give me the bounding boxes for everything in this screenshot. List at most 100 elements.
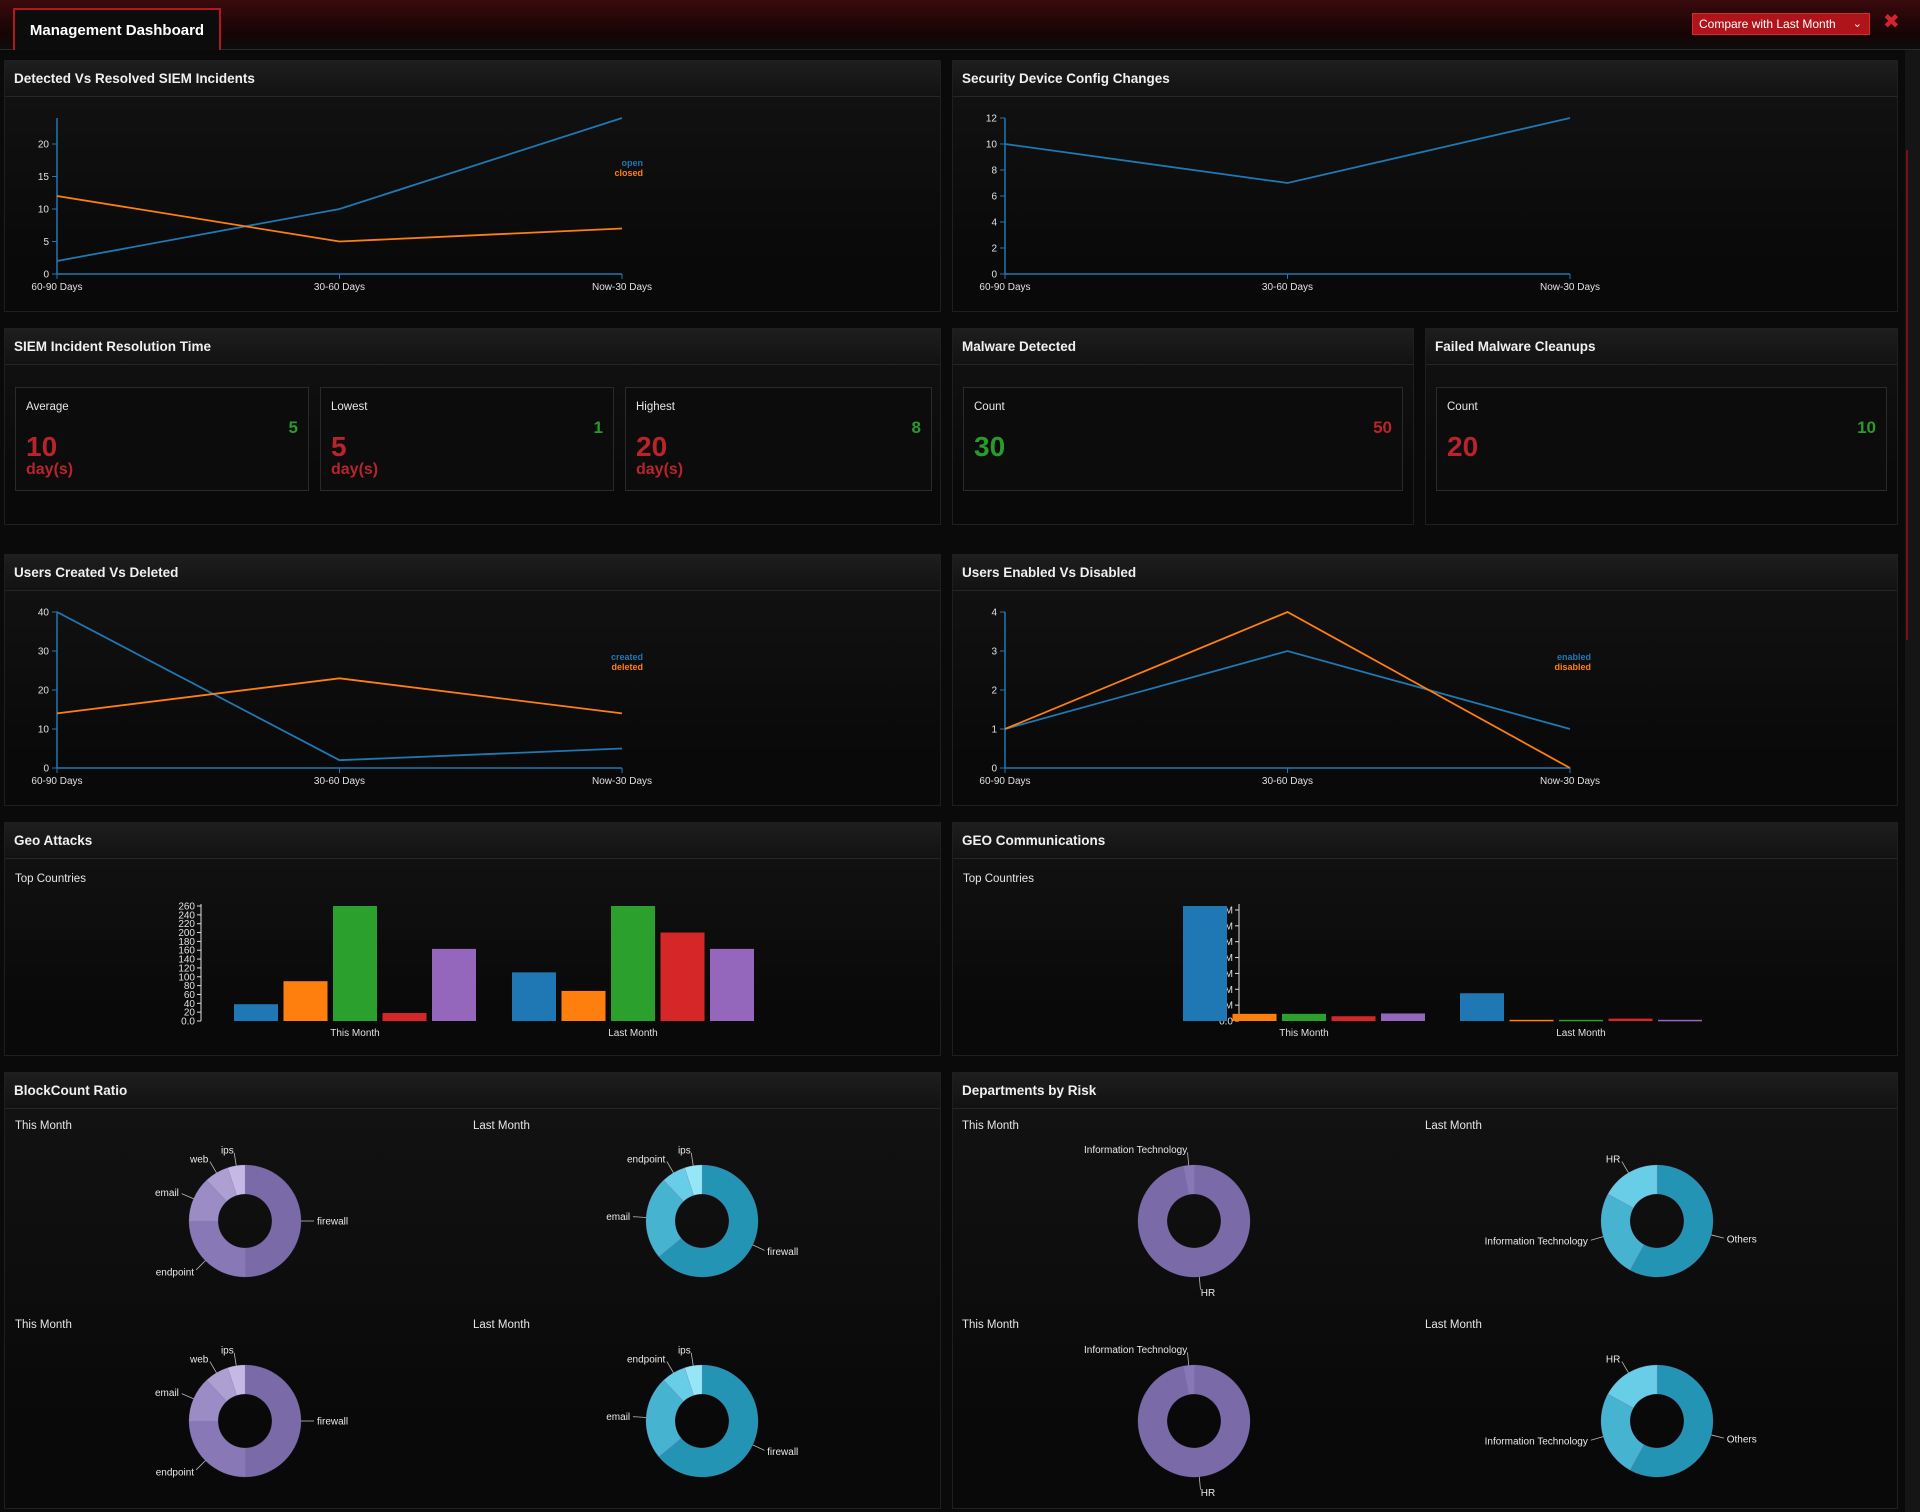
bar xyxy=(382,1013,427,1021)
label-leader xyxy=(1711,1234,1724,1239)
stat-unit: day(s) xyxy=(636,461,684,478)
slice-label: firewall xyxy=(767,1247,798,1258)
chart-detected-vs-resolved: 0 5 10 15 20 60-90 Days 30-60 Days Now-30 Days o… xyxy=(31,117,652,293)
bar xyxy=(1460,993,1504,1021)
label-leader xyxy=(1198,1476,1201,1490)
panel-title: BlockCount Ratio xyxy=(5,1073,940,1109)
slice-label: web xyxy=(189,1355,209,1366)
y-tick-label: 10 xyxy=(38,725,50,736)
panel-users-created-deleted: Users Created Vs Deleted 0 10 20 30 40 60-90 … xyxy=(4,554,941,806)
label-leader xyxy=(181,1193,194,1200)
panel-detected-vs-resolved: Detected Vs Resolved SIEM Incidents 0 5 10… xyxy=(4,60,941,312)
tab-management-dashboard[interactable]: Management Dashboard xyxy=(13,8,221,50)
x-tick-label: 60-90 Days xyxy=(31,282,82,293)
panel-failed-cleanups: Failed Malware Cleanups Count 10 20 xyxy=(1425,328,1898,525)
label-leader xyxy=(752,1444,765,1451)
label-last-month: Last Month xyxy=(473,1120,530,1132)
label-this-month: This Month xyxy=(962,1120,1019,1132)
donut-slice xyxy=(227,1364,246,1396)
slice-label: email xyxy=(606,1412,630,1423)
slice-label: endpoint xyxy=(627,1355,666,1366)
stat-value: 30 xyxy=(974,431,1006,462)
bar xyxy=(333,906,377,1021)
bar xyxy=(512,972,556,1021)
y-tick-label: 160 xyxy=(178,946,195,957)
x-tick-label: 60-90 Days xyxy=(31,776,82,787)
y-tick-label: 240 xyxy=(178,910,195,921)
x-tick-label: 60-90 Days xyxy=(979,282,1030,293)
bar xyxy=(710,948,754,1021)
panel-title: Users Enabled Vs Disabled xyxy=(953,555,1897,591)
y-tick-label: 40 xyxy=(38,608,50,619)
y-tick-label: 20 xyxy=(38,686,50,697)
panel-geo-communications: GEO Communications Top Countries 0.02.0M… xyxy=(952,822,1898,1056)
x-tick-label: Last Month xyxy=(608,1028,657,1039)
donut-slice xyxy=(244,1364,302,1478)
label-leader xyxy=(666,1161,674,1174)
x-tick-label: 30-60 Days xyxy=(1262,282,1313,293)
label-leader xyxy=(1621,1361,1629,1374)
slice-label: Others xyxy=(1727,1234,1757,1245)
x-tick-label: 60-90 Days xyxy=(979,776,1030,787)
x-tick-label: Last Month xyxy=(1556,1028,1605,1039)
y-tick-label: 1 xyxy=(991,725,997,736)
label-leader xyxy=(1198,1276,1201,1290)
slice-label: ips xyxy=(678,1345,691,1356)
stat-compare: 5 xyxy=(288,418,298,437)
slice-label: Information Technology xyxy=(1084,1345,1187,1356)
y-tick-label: 100 xyxy=(178,972,195,983)
chart-config-changes: 0 2 4 6 8 10 12 60-90 Days 30-60 Days Now-30 Days xyxy=(979,114,1600,294)
donut-slice xyxy=(1137,1164,1251,1278)
slice-label: email xyxy=(606,1212,630,1223)
panel-departments-by-risk: Departments by Risk This Month Last Mont… xyxy=(952,1072,1898,1509)
stat-failed-count: Count 10 20 xyxy=(1436,387,1887,491)
series-line xyxy=(1004,650,1571,730)
bar xyxy=(611,906,655,1021)
label-leader xyxy=(209,1161,217,1174)
donut-slice xyxy=(1183,1164,1195,1195)
bar xyxy=(1608,1018,1653,1021)
panel-resolution-time: SIEM Incident Resolution Time Average 5 … xyxy=(4,328,941,525)
stat-unit: day(s) xyxy=(26,461,74,478)
scrollbar[interactable] xyxy=(1905,50,1920,1512)
slice-label: Others xyxy=(1727,1434,1757,1445)
y-tick-label: 3 xyxy=(991,647,997,658)
bar xyxy=(1331,1016,1376,1021)
chart-users-enabled-disabled: 0 1 2 3 4 60-90 Days 30-60 Days Now-30 Days enab… xyxy=(979,608,1600,788)
stat-label: Average xyxy=(26,401,69,413)
series-line xyxy=(1004,117,1571,184)
bar xyxy=(432,948,476,1021)
y-tick-label: 30 xyxy=(38,647,50,658)
y-tick-label: 0 xyxy=(43,764,49,775)
y-tick-label: 4 xyxy=(991,218,997,229)
stat-compare: 50 xyxy=(1373,418,1392,437)
stat-value: 20 xyxy=(1447,431,1479,462)
legend-label: disabled xyxy=(1554,662,1591,672)
stat-unit: day(s) xyxy=(331,461,379,478)
y-tick-label: 0 xyxy=(43,270,49,281)
slice-label: Information Technology xyxy=(1485,1237,1588,1248)
panel-blockcount-ratio: BlockCount Ratio This Month Last Month T… xyxy=(4,1072,941,1509)
label-leader xyxy=(1590,1236,1604,1241)
bar xyxy=(1232,1013,1277,1021)
x-tick-label: 30-60 Days xyxy=(1262,776,1313,787)
legend-label: deleted xyxy=(611,662,643,672)
panel-subtitle: Top Countries xyxy=(15,873,86,885)
panel-subtitle: Top Countries xyxy=(963,873,1034,885)
panel-users-enabled-disabled: Users Enabled Vs Disabled 0 1 2 3 4 60-90 Day… xyxy=(952,554,1898,806)
bar xyxy=(1658,1019,1702,1022)
slice-label: Information Technology xyxy=(1084,1145,1187,1156)
panel-config-changes: Security Device Config Changes 0 2 4 6 8 10 12… xyxy=(952,60,1898,312)
series-line xyxy=(1004,611,1571,769)
compare-dropdown[interactable]: Compare with Last Month ⌄ xyxy=(1692,13,1870,35)
top-bar: Management Dashboard Compare with Last M… xyxy=(0,0,1920,50)
stat-compare: 1 xyxy=(593,418,603,437)
close-icon[interactable]: ✖ xyxy=(1883,11,1900,33)
y-tick-label: 200 xyxy=(178,928,195,939)
donut-slice xyxy=(1137,1364,1251,1478)
x-tick-label: Now-30 Days xyxy=(1540,776,1600,787)
slice-label: HR xyxy=(1201,1488,1215,1499)
bar xyxy=(1282,1013,1326,1021)
x-tick-label: This Month xyxy=(330,1028,379,1039)
